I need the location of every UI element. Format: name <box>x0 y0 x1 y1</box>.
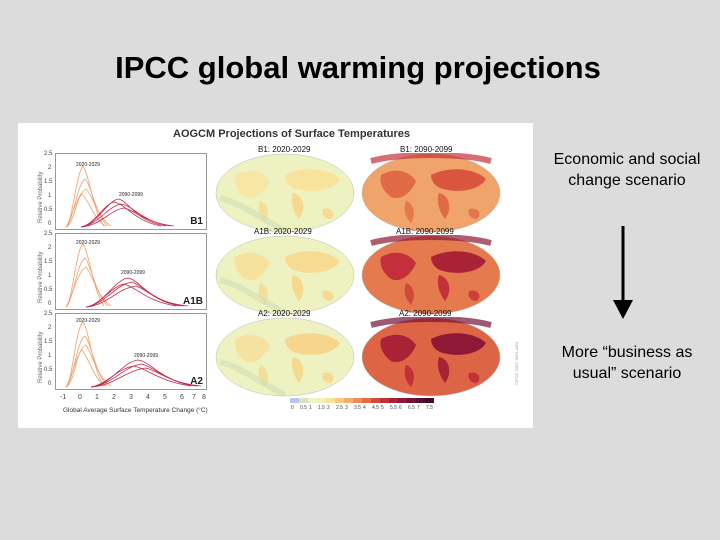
probability-curves-a2 <box>65 321 202 388</box>
legend-tick: 1 <box>309 405 312 411</box>
legend-tick: 7.5 <box>426 405 433 411</box>
map-label-b1-early: B1: 2020-2029 <box>258 145 311 154</box>
temperature-legend: 0 0.5 1 1.5 2 2.5 3 3.5 4 4.5 5 5.5 6 6.5 7 7.5 <box>290 398 440 418</box>
legend-swatch <box>407 398 416 403</box>
legend-swatch <box>416 398 425 403</box>
ipcc-figure: AOGCM Projections of Surface Temperature… <box>18 123 533 428</box>
legend-swatch <box>326 398 335 403</box>
early-period-label: 2020-2029 <box>76 240 100 246</box>
probability-curves-b1 <box>65 165 175 228</box>
y-tick: 1 <box>48 353 52 359</box>
figure-title: AOGCM Projections of Surface Temperature… <box>173 128 410 140</box>
legend-tick: 4.5 <box>372 405 379 411</box>
legend-swatch <box>335 398 344 403</box>
y-tick: 2 <box>48 325 52 331</box>
legend-swatch <box>425 398 434 403</box>
x-tick: 6 <box>180 394 184 401</box>
legend-tick: 2.5 <box>336 405 343 411</box>
legend-swatch <box>389 398 398 403</box>
y-tick: 1.5 <box>44 179 53 185</box>
y-tick: 0 <box>48 221 52 227</box>
y-tick: 2 <box>48 165 52 171</box>
y-tick: 2.5 <box>44 311 53 317</box>
y-tick: 0 <box>48 381 52 387</box>
probability-curves-a1b <box>65 243 189 308</box>
legend-tick: 0 <box>291 405 294 411</box>
late-period-label: 2090-2099 <box>134 353 158 359</box>
x-tick: -1 <box>60 394 67 401</box>
legend-tick: 5.5 <box>390 405 397 411</box>
late-period-label: 2090-2099 <box>119 192 143 198</box>
legend-tick: 6.5 <box>408 405 415 411</box>
map-b1-late <box>361 153 501 233</box>
legend-swatch <box>353 398 362 403</box>
y-tick: 2.5 <box>44 231 53 237</box>
map-label-a1b-late: A1B: 2090-2099 <box>396 227 454 236</box>
credit-text: ©IPCC 2007: WG1-AR4 <box>514 342 519 385</box>
x-tick: 1 <box>95 394 99 401</box>
probability-panel-b1: 2020-2029 2090-2099 B1 <box>55 153 207 230</box>
legend-swatch <box>290 398 299 403</box>
probability-panel-a2: 2020-2029 2090-2099 A2 <box>55 313 207 390</box>
legend-swatch <box>308 398 317 403</box>
map-label-a2-late: A2: 2090-2099 <box>399 309 452 318</box>
map-a2-early <box>215 317 355 397</box>
legend-swatch <box>344 398 353 403</box>
legend-swatch <box>371 398 380 403</box>
x-tick: 2 <box>112 394 116 401</box>
legend-tick: 3.5 <box>354 405 361 411</box>
legend-swatch <box>398 398 407 403</box>
legend-tick: 7 <box>417 405 420 411</box>
legend-tick: 0.5 <box>300 405 307 411</box>
legend-swatch <box>299 398 308 403</box>
legend-swatch <box>362 398 371 403</box>
legend-swatch <box>380 398 389 403</box>
x-tick: 5 <box>163 394 167 401</box>
x-tick: 3 <box>129 394 133 401</box>
map-a2-late <box>361 317 501 397</box>
scenario-code: A2 <box>190 376 203 387</box>
map-label-a2-early: A2: 2020-2029 <box>258 309 311 318</box>
x-tick: 8 <box>202 394 206 401</box>
y-tick: 0.5 <box>44 287 53 293</box>
x-tick: 4 <box>146 394 150 401</box>
y-tick: 0.5 <box>44 367 53 373</box>
scenario-code: B1 <box>190 216 203 227</box>
y-tick: 1.5 <box>44 339 53 345</box>
probability-panel-a1b: 2020-2029 2090-2099 A1B <box>55 233 207 310</box>
y-tick: 1 <box>48 273 52 279</box>
map-label-a1b-early: A1B: 2020-2029 <box>254 227 312 236</box>
legend-tick: 6 <box>399 405 402 411</box>
slide-title: IPCC global warming projections <box>115 50 601 85</box>
legend-swatch <box>317 398 326 403</box>
down-arrow-icon <box>613 226 633 319</box>
scenario-bottom-label: More “business as usual” scenario <box>561 344 693 382</box>
y-tick: 1 <box>48 193 52 199</box>
y-tick: 2.5 <box>44 151 53 157</box>
y-tick: 0 <box>48 301 52 307</box>
y-tick: 1.5 <box>44 259 53 265</box>
legend-tick: 3 <box>345 405 348 411</box>
late-period-label: 2090-2099 <box>121 270 145 276</box>
y-tick: 0.5 <box>44 207 53 213</box>
map-b1-early <box>215 153 355 233</box>
scenario-top-label: Economic and social change scenario <box>553 151 701 189</box>
map-label-b1-late: B1: 2090-2099 <box>400 145 453 154</box>
y-tick: 2 <box>48 245 52 251</box>
x-tick: 7 <box>192 394 196 401</box>
x-tick: 0 <box>78 394 82 401</box>
legend-tick: 2 <box>327 405 330 411</box>
legend-tick: 5 <box>381 405 384 411</box>
scenario-code: A1B <box>182 296 203 307</box>
map-a1b-early <box>215 235 355 315</box>
early-period-label: 2020-2029 <box>76 162 100 168</box>
map-a1b-late <box>361 235 501 315</box>
x-axis-label: Global Average Surface Temperature Chang… <box>63 407 208 414</box>
legend-tick: 4 <box>363 405 366 411</box>
early-period-label: 2020-2029 <box>76 318 100 324</box>
legend-tick: 1.5 <box>318 405 325 411</box>
